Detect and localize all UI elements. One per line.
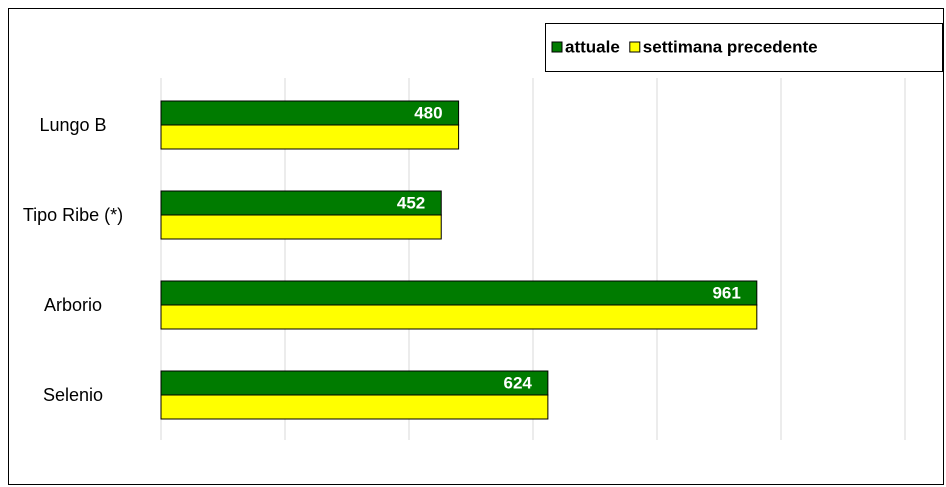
y-tick-label: Arborio — [43, 295, 103, 315]
bar — [160, 124, 460, 150]
y-tick-label: Selenio — [42, 385, 104, 405]
bar — [160, 100, 460, 126]
value-label: 961 — [712, 283, 740, 302]
bar — [160, 304, 758, 330]
bar — [160, 370, 549, 396]
legend-swatch — [551, 41, 563, 53]
bar — [160, 214, 442, 240]
legend-label: attuale — [565, 37, 620, 56]
value-label: 624 — [504, 373, 533, 392]
legend-label: settimana precedente — [643, 37, 818, 56]
bar — [160, 190, 442, 216]
bar — [160, 394, 549, 420]
y-tick-label: Tipo Ribe (*) — [22, 205, 124, 225]
bar — [160, 280, 758, 306]
legend-box — [545, 23, 943, 72]
y-tick-label: Lungo B — [39, 115, 107, 135]
legend-swatch — [629, 41, 641, 53]
value-label: 480 — [414, 103, 442, 122]
value-label: 452 — [397, 193, 425, 212]
